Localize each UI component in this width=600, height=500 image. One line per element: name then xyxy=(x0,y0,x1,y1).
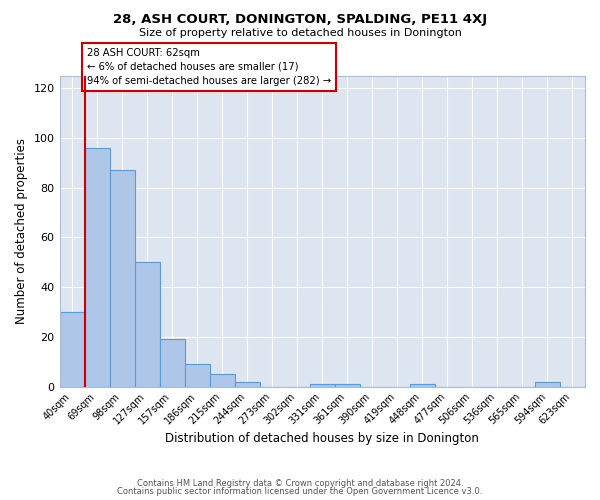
Bar xyxy=(335,384,360,386)
Bar xyxy=(134,262,160,386)
Bar xyxy=(209,374,235,386)
Bar xyxy=(410,384,435,386)
X-axis label: Distribution of detached houses by size in Donington: Distribution of detached houses by size … xyxy=(166,432,479,445)
Bar xyxy=(59,312,85,386)
Bar xyxy=(535,382,560,386)
Y-axis label: Number of detached properties: Number of detached properties xyxy=(15,138,28,324)
Bar xyxy=(85,148,110,386)
Bar xyxy=(110,170,134,386)
Text: Contains public sector information licensed under the Open Government Licence v3: Contains public sector information licen… xyxy=(118,487,482,496)
Bar xyxy=(235,382,260,386)
Text: 28 ASH COURT: 62sqm
← 6% of detached houses are smaller (17)
94% of semi-detache: 28 ASH COURT: 62sqm ← 6% of detached hou… xyxy=(87,48,331,86)
Bar xyxy=(160,340,185,386)
Text: 28, ASH COURT, DONINGTON, SPALDING, PE11 4XJ: 28, ASH COURT, DONINGTON, SPALDING, PE11… xyxy=(113,12,487,26)
Bar xyxy=(310,384,335,386)
Bar xyxy=(185,364,209,386)
Text: Contains HM Land Registry data © Crown copyright and database right 2024.: Contains HM Land Registry data © Crown c… xyxy=(137,478,463,488)
Text: Size of property relative to detached houses in Donington: Size of property relative to detached ho… xyxy=(139,28,461,38)
